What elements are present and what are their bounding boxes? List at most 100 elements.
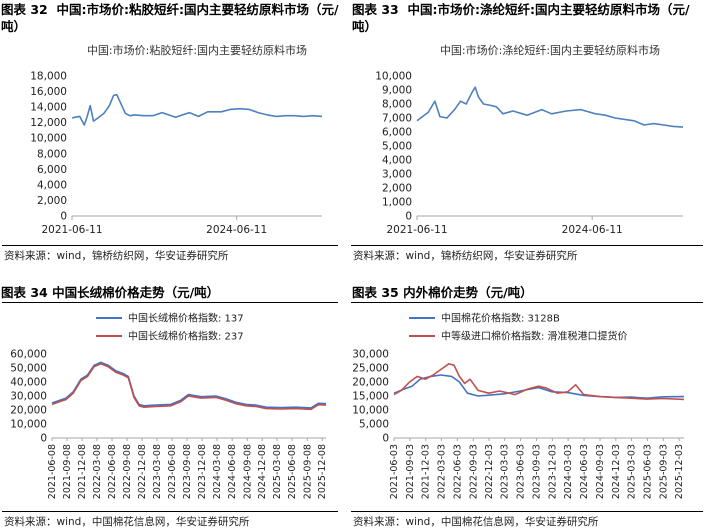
y-tick-label: 10,000 (10, 419, 47, 431)
x-tick-label: 2021-09-08 (62, 444, 73, 499)
y-tick-label: 60,000 (10, 349, 47, 361)
x-tick-label: 2021-06-11 (41, 224, 102, 236)
y-tick-label: 4,000 (37, 179, 67, 191)
x-tick-label: 2021-06-08 (47, 444, 58, 499)
x-tick-label: 2024-06-11 (206, 224, 267, 236)
chart-34-long-staple-cotton-price: 0 10,000 20,000 30,000 40,000 50,000 60,000 202… (10, 312, 328, 500)
y-tick-label: 7,000 (382, 113, 412, 125)
y-tick-label: 6,000 (382, 127, 412, 139)
y-tick-label: 20,000 (352, 377, 389, 389)
x-tick-label: 2021-12-03 (421, 444, 432, 499)
chart-34-source-divider (2, 511, 338, 512)
x-tick-label: 2021-06-11 (386, 224, 447, 236)
y-tick-label: 10,000 (352, 405, 389, 417)
x-tick-label: 2024-06-11 (562, 224, 623, 236)
legend-label-1: 中国长绒棉价格指数: 137 (128, 312, 244, 325)
x-tick-label: 2023-09-03 (532, 444, 543, 499)
chart-32-source: 资料来源：wind，锦桥纺织网，华安证券研究所 (4, 250, 229, 262)
y-tick-label: 10,000 (375, 71, 412, 83)
chart-35-source-divider (351, 511, 703, 512)
x-tick-label: 2022-03-03 (436, 444, 447, 499)
x-tick-label: 2025-09-08 (302, 444, 313, 499)
y-tick-label: 30,000 (352, 349, 389, 361)
y-tick-label: 25,000 (352, 363, 389, 375)
chart-34-heading-divider (2, 302, 338, 303)
y-tick-label: 0 (60, 211, 67, 223)
y-tick-label: 4,000 (382, 155, 412, 167)
x-tick-label: 2022-06-08 (107, 444, 118, 499)
y-tick-label: 20,000 (10, 405, 47, 417)
x-tick-label: 2024-06-03 (579, 444, 590, 499)
chart-34-heading: 图表 34 中国长绒棉价格走势（元/吨） (1, 285, 220, 300)
x-tick-label: 2025-12-03 (674, 444, 685, 499)
chart-33-heading: 图表 33 中国:市场价:涤纶短纤:国内主要轻纺原料市场（元/吨） (352, 2, 690, 34)
chart-title: 中国:市场价:粘胶短纤:国内主要轻纺原料市场 (87, 43, 307, 57)
x-tick-label: 2023-03-08 (152, 444, 163, 499)
x-tick-label: 2023-03-03 (500, 444, 511, 499)
x-tick-label: 2023-12-08 (197, 444, 208, 499)
chart-35-heading-divider (351, 302, 703, 303)
y-tick-label: 10,000 (30, 133, 67, 145)
x-tick-label: 2021-06-03 (389, 444, 400, 499)
x-tick-label: 2024-12-03 (611, 444, 622, 499)
chart-35-heading: 图表 35 内外棉价走势（元/吨） (352, 285, 533, 300)
y-tick-label: 40,000 (10, 377, 47, 389)
chart-33-polyester-fiber-price: 中国:市场价:涤纶短纤:国内主要轻纺原料市场 0 1,000 2,000 3,000 4,… (375, 43, 684, 236)
legend-label-2: 中国长绒棉价格指数: 237 (128, 330, 244, 343)
x-tick-label: 2022-06-03 (452, 444, 463, 499)
x-tick-label: 2025-06-08 (287, 444, 298, 499)
x-tick-label: 2023-09-08 (182, 444, 193, 499)
y-tick-label: 1,000 (382, 197, 412, 209)
y-tick-label: 0 (382, 433, 389, 445)
x-tick-label: 2024-03-03 (563, 444, 574, 499)
chart-32-viscose-fiber-price: 中国:市场价:粘胶短纤:国内主要轻纺原料市场 0 2,000 4,000 6,000 8,… (30, 43, 323, 236)
x-tick-label: 2024-12-08 (257, 444, 268, 499)
chart-title: 中国:市场价:涤纶短纤:国内主要轻纺原料市场 (440, 43, 660, 57)
y-tick-label: 12,000 (30, 117, 67, 129)
chart-34-source: 资料来源：wind，中国棉花信息网，华安证券研究所 (4, 516, 250, 528)
x-tick-label: 2021-12-08 (77, 444, 88, 499)
y-tick-label: 5,000 (359, 419, 389, 431)
y-tick-label: 0 (40, 433, 47, 445)
x-tick-label: 2022-09-08 (122, 444, 133, 499)
legend-label-2: 中等级进口棉价格指数: 滑准税港口提货价 (441, 330, 628, 343)
series-line-1 (71, 93, 323, 126)
chart-35-domestic-foreign-cotton-price: 0 5,000 10,000 15,000 20,000 25,000 30,000 2021… (352, 312, 685, 500)
x-tick-label: 2023-12-03 (547, 444, 558, 499)
y-tick-label: 8,000 (37, 148, 67, 160)
y-tick-label: 30,000 (10, 391, 47, 403)
x-tick-label: 2022-09-03 (468, 444, 479, 499)
x-tick-label: 2025-09-03 (658, 444, 669, 499)
x-tick-label: 2023-06-08 (167, 444, 178, 499)
chart-33-source-divider (351, 245, 703, 246)
x-tick-label: 2025-03-03 (626, 444, 637, 499)
x-tick-label: 2022-03-08 (92, 444, 103, 499)
x-tick-label: 2024-06-08 (227, 444, 238, 499)
legend-label-1: 中国棉花价格指数: 3128B (441, 312, 560, 325)
x-tick-label: 2022-12-08 (137, 444, 148, 499)
y-tick-label: 0 (405, 211, 412, 223)
y-tick-label: 14,000 (30, 102, 67, 114)
y-tick-label: 50,000 (10, 363, 47, 375)
y-tick-label: 2,000 (37, 195, 67, 207)
chart-32-source-divider (2, 245, 338, 246)
y-tick-label: 8,000 (382, 99, 412, 111)
x-tick-label: 2024-09-03 (595, 444, 606, 499)
y-tick-label: 5,000 (382, 141, 412, 153)
y-tick-label: 16,000 (30, 86, 67, 98)
x-tick-label: 2025-06-03 (642, 444, 653, 499)
x-tick-label: 2024-09-08 (242, 444, 253, 499)
series-line-2 (51, 362, 327, 411)
y-tick-label: 2,000 (382, 183, 412, 195)
y-tick-label: 18,000 (30, 71, 67, 83)
y-tick-label: 6,000 (37, 164, 67, 176)
series-line-1 (416, 86, 684, 128)
series-line-2 (393, 362, 685, 401)
chart-32-heading: 图表 32 中国:市场价:粘胶短纤:国内主要轻纺原料市场（元/吨） (1, 2, 339, 34)
x-tick-label: 2024-03-08 (212, 444, 223, 499)
x-tick-label: 2025-03-08 (272, 444, 283, 499)
chart-33-source: 资料来源：wind，锦桥纺织网，华安证券研究所 (353, 250, 578, 262)
x-tick-label: 2025-12-08 (317, 444, 328, 499)
x-tick-label: 2022-12-03 (484, 444, 495, 499)
x-tick-label: 2023-06-03 (516, 444, 527, 499)
